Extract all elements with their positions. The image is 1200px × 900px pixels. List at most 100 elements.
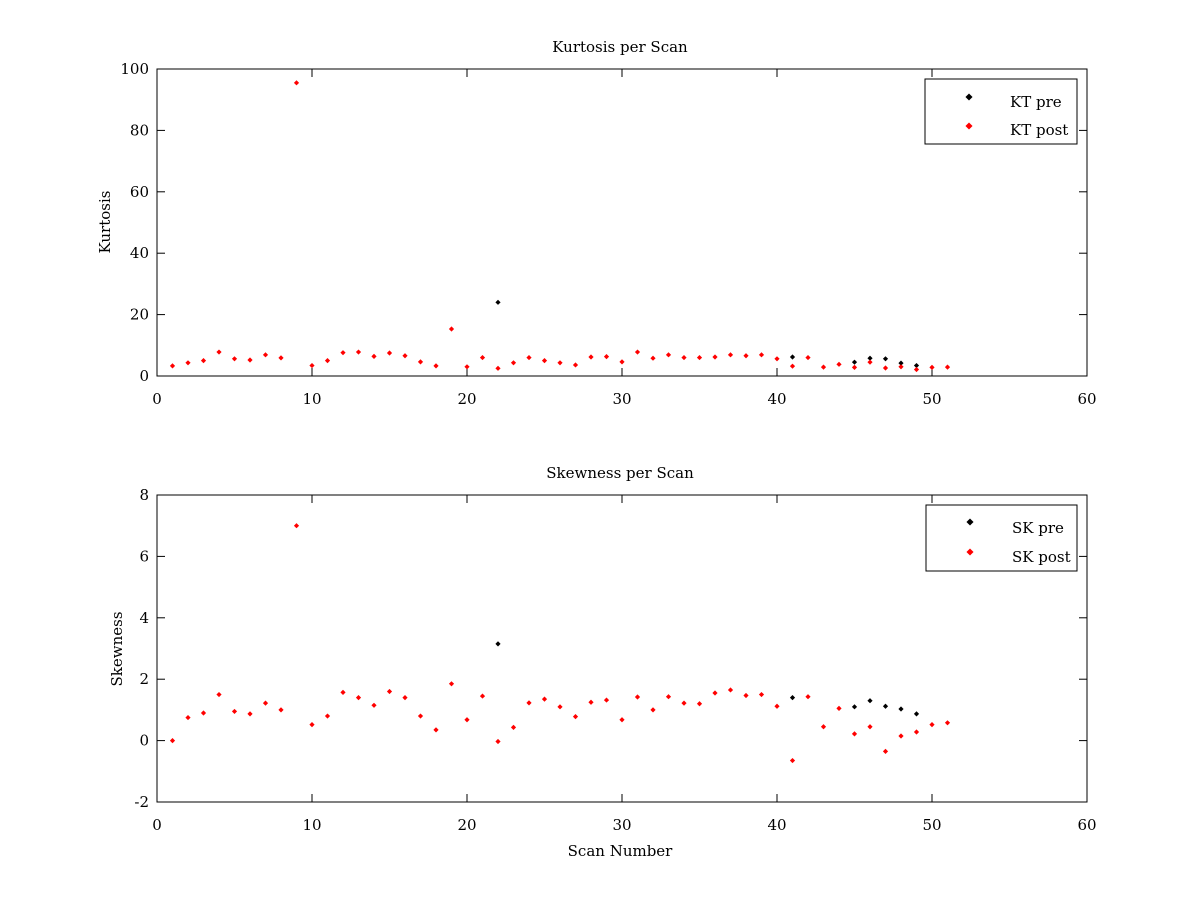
skewness-point-sk-post (820, 724, 827, 730)
skewness-point-sk-pre (495, 641, 501, 647)
kurtosis-ytick-label: 60 (130, 183, 149, 201)
kurtosis-point-kt-post (247, 357, 253, 363)
skewness-point-sk-post (836, 705, 842, 711)
kurtosis-point-kt-post (216, 349, 222, 355)
kurtosis-point-kt-post (355, 349, 362, 355)
skewness-ylabel: Skewness (108, 611, 126, 686)
legend-label-sk-post: SK post (1012, 548, 1071, 566)
skewness-ytick-label: 2 (139, 670, 149, 688)
skewness-point-sk-post (309, 722, 315, 728)
kurtosis-point-kt-post (929, 364, 935, 371)
kurtosis-point-kt-post (262, 352, 269, 358)
skewness-point-sk-post (867, 724, 873, 730)
kurtosis-ytick-label: 0 (139, 367, 149, 385)
kurtosis-xtick-label: 0 (152, 390, 162, 408)
skewness-point-sk-post (402, 695, 408, 701)
skewness-legend-box (925, 504, 1078, 572)
kurtosis-point-kt-post (386, 350, 393, 356)
skewness-point-sk-post (386, 688, 393, 695)
kurtosis-xtick-label: 30 (612, 390, 631, 408)
kurtosis-point-kt-pre (898, 360, 904, 366)
kurtosis-point-kt-post (448, 326, 455, 332)
kurtosis-point-kt-post (882, 365, 889, 371)
skewness-point-sk-post (727, 687, 734, 693)
kurtosis-point-kt-post (572, 362, 579, 368)
skewness-point-sk-post (231, 708, 238, 715)
skewness-point-sk-post (526, 700, 532, 706)
kurtosis-point-kt-post (898, 364, 904, 370)
kurtosis-ytick-label: 20 (130, 306, 149, 324)
kurtosis-point-kt-post (169, 363, 176, 369)
kurtosis-panel: Kurtosis per Scan 0 10 20 30 40 50 60 0 20 40 60 80… (96, 38, 1097, 408)
kurtosis-point-kt-post (541, 358, 548, 364)
skewness-point-sk-pre (851, 704, 858, 710)
skewness-point-sk-pre (898, 706, 904, 712)
kurtosis-point-kt-post (340, 350, 346, 356)
skewness-point-sk-pre (867, 698, 873, 704)
skewness-point-sk-post (340, 689, 346, 696)
skewness-point-sk-post (510, 724, 517, 730)
kurtosis-xtick-label: 40 (767, 390, 786, 408)
kurtosis-point-kt-pre (851, 359, 858, 365)
kurtosis-xtick-label: 10 (302, 390, 321, 408)
kurtosis-ticks: 0 10 20 30 40 50 60 0 20 40 60 80 100 (120, 60, 1096, 408)
skewness-point-sk-post (851, 731, 858, 737)
skewness-point-sk-post (557, 704, 563, 710)
kurtosis-point-kt-post (727, 352, 734, 358)
kurtosis-point-kt-post (681, 354, 687, 361)
legend-label-kt-post: KT post (1010, 121, 1068, 139)
kurtosis-point-kt-post (758, 352, 765, 358)
kurtosis-point-kt-post (588, 354, 594, 360)
kurtosis-point-kt-pre (867, 355, 873, 361)
kurtosis-point-kt-pre (495, 299, 501, 305)
kurtosis-point-kt-post (820, 364, 827, 370)
skewness-point-sk-post (262, 700, 269, 706)
kurtosis-point-kt-post (278, 355, 284, 361)
skewness-legend: SK pre SK post (925, 504, 1078, 572)
kurtosis-point-kt-post (557, 360, 563, 366)
skewness-point-sk-post (696, 701, 703, 707)
kurtosis-point-kt-post (867, 359, 873, 365)
kurtosis-point-kt-post (789, 363, 796, 369)
skewness-point-sk-post (371, 702, 377, 708)
kurtosis-point-kt-post (805, 354, 811, 361)
kurtosis-ylabel: Kurtosis (96, 191, 114, 254)
kurtosis-point-kt-post (402, 353, 408, 359)
skewness-point-sk-post (805, 694, 811, 700)
kurtosis-point-kt-pre (882, 356, 889, 362)
kurtosis-point-kt-post (619, 359, 625, 365)
skewness-point-sk-post (650, 707, 656, 713)
kurtosis-point-kt-post (774, 356, 780, 362)
skewness-xtick-label: 0 (152, 816, 162, 834)
skewness-point-sk-post (712, 690, 718, 696)
skewness-point-sk-post (495, 738, 501, 745)
kurtosis-point-kt-post (665, 352, 672, 358)
skewness-point-sk-post (433, 727, 439, 733)
skewness-point-sk-post (588, 699, 594, 705)
kurtosis-points (169, 80, 951, 373)
skewness-xtick-label: 30 (612, 816, 631, 834)
skewness-point-sk-post (355, 695, 362, 701)
skewness-point-sk-post (216, 691, 222, 698)
skewness-ytick-label: -2 (134, 793, 149, 811)
skewness-point-sk-post (417, 713, 424, 719)
kurtosis-point-kt-pre (913, 362, 920, 369)
kurtosis-point-kt-post (479, 354, 486, 361)
kurtosis-point-kt-post (743, 353, 749, 359)
skewness-point-sk-post (882, 748, 889, 754)
kurtosis-point-kt-post (200, 358, 207, 364)
skewness-point-sk-post (929, 722, 935, 728)
kurtosis-point-kt-post (417, 359, 424, 365)
skewness-ytick-label: 4 (139, 609, 149, 627)
skewness-ytick-label: 8 (139, 486, 149, 504)
skewness-point-sk-post (619, 717, 625, 723)
legend-marker-sk-post (966, 548, 974, 556)
skewness-point-sk-post (789, 757, 796, 764)
kurtosis-legend: KT pre KT post (924, 78, 1078, 145)
skewness-xtick-label: 40 (767, 816, 786, 834)
skewness-title: Skewness per Scan (546, 464, 694, 482)
kurtosis-point-kt-post (371, 353, 377, 359)
kurtosis-ytick-label: 40 (130, 244, 149, 262)
